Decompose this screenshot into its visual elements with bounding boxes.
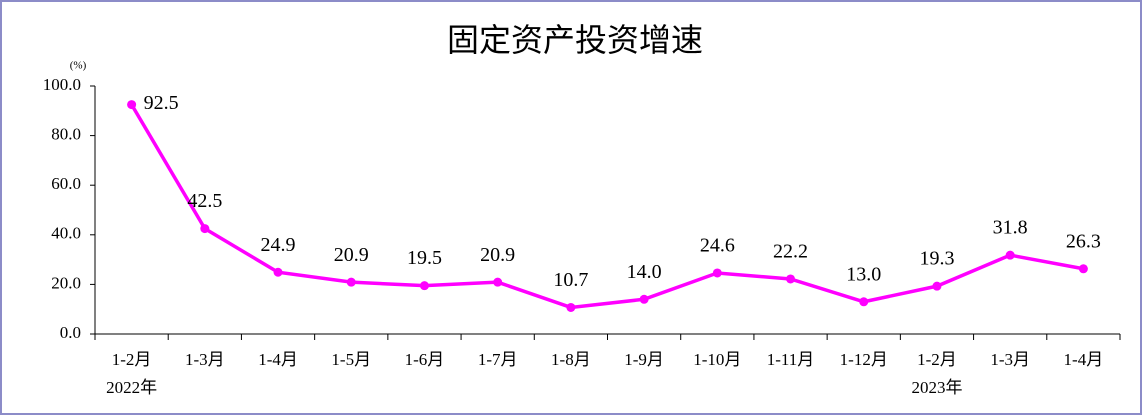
data-label: 42.5 xyxy=(187,190,222,212)
data-point xyxy=(639,294,649,304)
data-label: 92.5 xyxy=(144,92,179,114)
year-label: 2023年 xyxy=(911,378,962,397)
data-label: 19.5 xyxy=(407,247,442,269)
x-tick-label: 1-8月 xyxy=(551,350,591,369)
data-label: 31.8 xyxy=(993,217,1028,239)
y-tick-label: 0.0 xyxy=(60,323,81,342)
x-tick-label: 1-7月 xyxy=(478,350,518,369)
data-point xyxy=(566,302,576,312)
data-point xyxy=(419,281,429,291)
x-tick-label: 1-11月 xyxy=(767,350,815,369)
data-label: 20.9 xyxy=(480,244,515,266)
data-point xyxy=(932,281,942,291)
data-point xyxy=(346,277,356,287)
data-point xyxy=(1078,264,1088,274)
x-tick-label: 1-6月 xyxy=(405,350,445,369)
y-tick-label: 100.0 xyxy=(43,75,81,94)
year-label: 2022年 xyxy=(106,378,157,397)
data-point xyxy=(1005,250,1015,260)
x-tick-label: 1-4月 xyxy=(258,350,298,369)
unit-label: (%) xyxy=(70,60,87,72)
x-tick-label: 1-10月 xyxy=(693,350,741,369)
data-label: 13.0 xyxy=(846,263,881,285)
data-label: 22.2 xyxy=(773,241,808,263)
data-point xyxy=(786,274,796,284)
data-point xyxy=(859,297,869,307)
y-tick-label: 20.0 xyxy=(51,273,81,292)
chart-title: 固定资产投资增速 xyxy=(447,21,703,59)
x-tick-label: 1-3月 xyxy=(990,350,1030,369)
data-label: 10.7 xyxy=(553,269,588,291)
x-tick-label: 1-3月 xyxy=(185,350,225,369)
x-tick-label: 1-2月 xyxy=(112,350,152,369)
y-tick-label: 80.0 xyxy=(51,125,81,144)
y-tick-label: 60.0 xyxy=(51,174,81,193)
data-label: 14.0 xyxy=(627,261,662,283)
y-tick-label: 40.0 xyxy=(51,224,81,243)
series-line xyxy=(130,103,1084,310)
x-tick-label: 1-2月 xyxy=(917,350,957,369)
data-label: 19.3 xyxy=(919,248,954,270)
data-point xyxy=(200,224,210,234)
x-tick-label: 1-4月 xyxy=(1064,350,1104,369)
x-tick-label: 1-5月 xyxy=(331,350,371,369)
x-tick-label: 1-12月 xyxy=(840,350,888,369)
data-label: 24.9 xyxy=(261,234,296,256)
data-label: 20.9 xyxy=(334,244,369,266)
x-tick-label: 1-9月 xyxy=(624,350,664,369)
data-label: 26.3 xyxy=(1066,230,1101,252)
data-point xyxy=(127,100,137,110)
data-label: 24.6 xyxy=(700,235,735,257)
data-point xyxy=(273,267,283,277)
data-point xyxy=(712,268,722,278)
data-point xyxy=(493,277,503,287)
